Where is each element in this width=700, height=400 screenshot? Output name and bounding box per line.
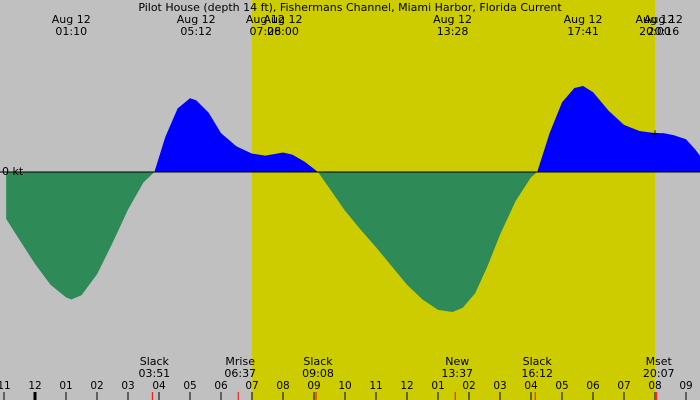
top-event-date: Aug 12	[564, 13, 603, 26]
top-event-date: Aug 12	[264, 13, 303, 26]
top-event-time: 17:41	[567, 25, 599, 38]
top-event-time: 08:00	[267, 25, 299, 38]
hour-tick-label: 03	[493, 380, 506, 392]
hour-tick-label: 02	[462, 380, 475, 392]
plus-marker: +	[650, 127, 659, 140]
flood-current-area	[6, 86, 700, 172]
top-event-date: Aug 12	[246, 13, 285, 26]
hour-tick-label: 05	[183, 380, 196, 392]
bottom-event-time: 03:51	[138, 367, 170, 380]
hour-tick-label: 09	[307, 380, 320, 392]
top-event-date: Aug 12	[433, 13, 472, 26]
hour-tick-label: 04	[524, 380, 538, 392]
top-event-time: 05:12	[180, 25, 212, 38]
hour-tick-label: 07	[617, 380, 630, 392]
bottom-event-time: 16:12	[521, 367, 553, 380]
top-event-time: 20:16	[648, 25, 680, 38]
top-event-time: 13:28	[437, 25, 469, 38]
hour-tick-label: 12	[28, 380, 41, 392]
bottom-event-name: Slack	[140, 355, 170, 368]
hour-tick-label: 11	[369, 380, 382, 392]
bottom-event-name: Slack	[303, 355, 333, 368]
hour-tick-label: 06	[214, 380, 228, 392]
top-event-date: Aug 12	[177, 13, 216, 26]
hour-tick-label: 06	[586, 380, 600, 392]
hour-tick-label: 08	[648, 380, 661, 392]
bottom-event-time: 09:08	[302, 367, 334, 380]
hour-tick-label: 01	[431, 380, 444, 392]
zero-label: 0 kt	[2, 165, 24, 178]
hour-tick-label: 04	[152, 380, 166, 392]
bottom-event-name: New	[445, 355, 469, 368]
top-event-time: 20:00	[639, 25, 671, 38]
top-event-time: 01:10	[55, 25, 87, 38]
hour-tick-label: 12	[400, 380, 413, 392]
hour-tick-label: 09	[679, 380, 692, 392]
hour-tick-label: 11	[0, 380, 11, 392]
hour-tick-label: 03	[121, 380, 134, 392]
top-event-date: Aug 12	[636, 13, 675, 26]
top-event-time: 07:26	[249, 25, 281, 38]
hour-tick-label: 02	[90, 380, 103, 392]
ebb-current-area	[6, 172, 700, 312]
hour-tick-label: 08	[276, 380, 289, 392]
bottom-event-time: 20:07	[643, 367, 675, 380]
hour-tick-label: 10	[338, 380, 351, 392]
hour-tick-label: 01	[59, 380, 72, 392]
hour-tick-label: 07	[245, 380, 258, 392]
bottom-event-name: Slack	[523, 355, 553, 368]
hour-tick-label: 05	[555, 380, 568, 392]
top-event-date: Aug 12	[52, 13, 91, 26]
chart-title: Pilot House (depth 14 ft), Fishermans Ch…	[138, 1, 562, 14]
bottom-event-time: 13:37	[441, 367, 473, 380]
bottom-event-time: 06:37	[224, 367, 256, 380]
bottom-event-name: Mset	[646, 355, 673, 368]
top-event-date: Aug 12	[644, 13, 683, 26]
bottom-event-name: Mrise	[225, 355, 255, 368]
